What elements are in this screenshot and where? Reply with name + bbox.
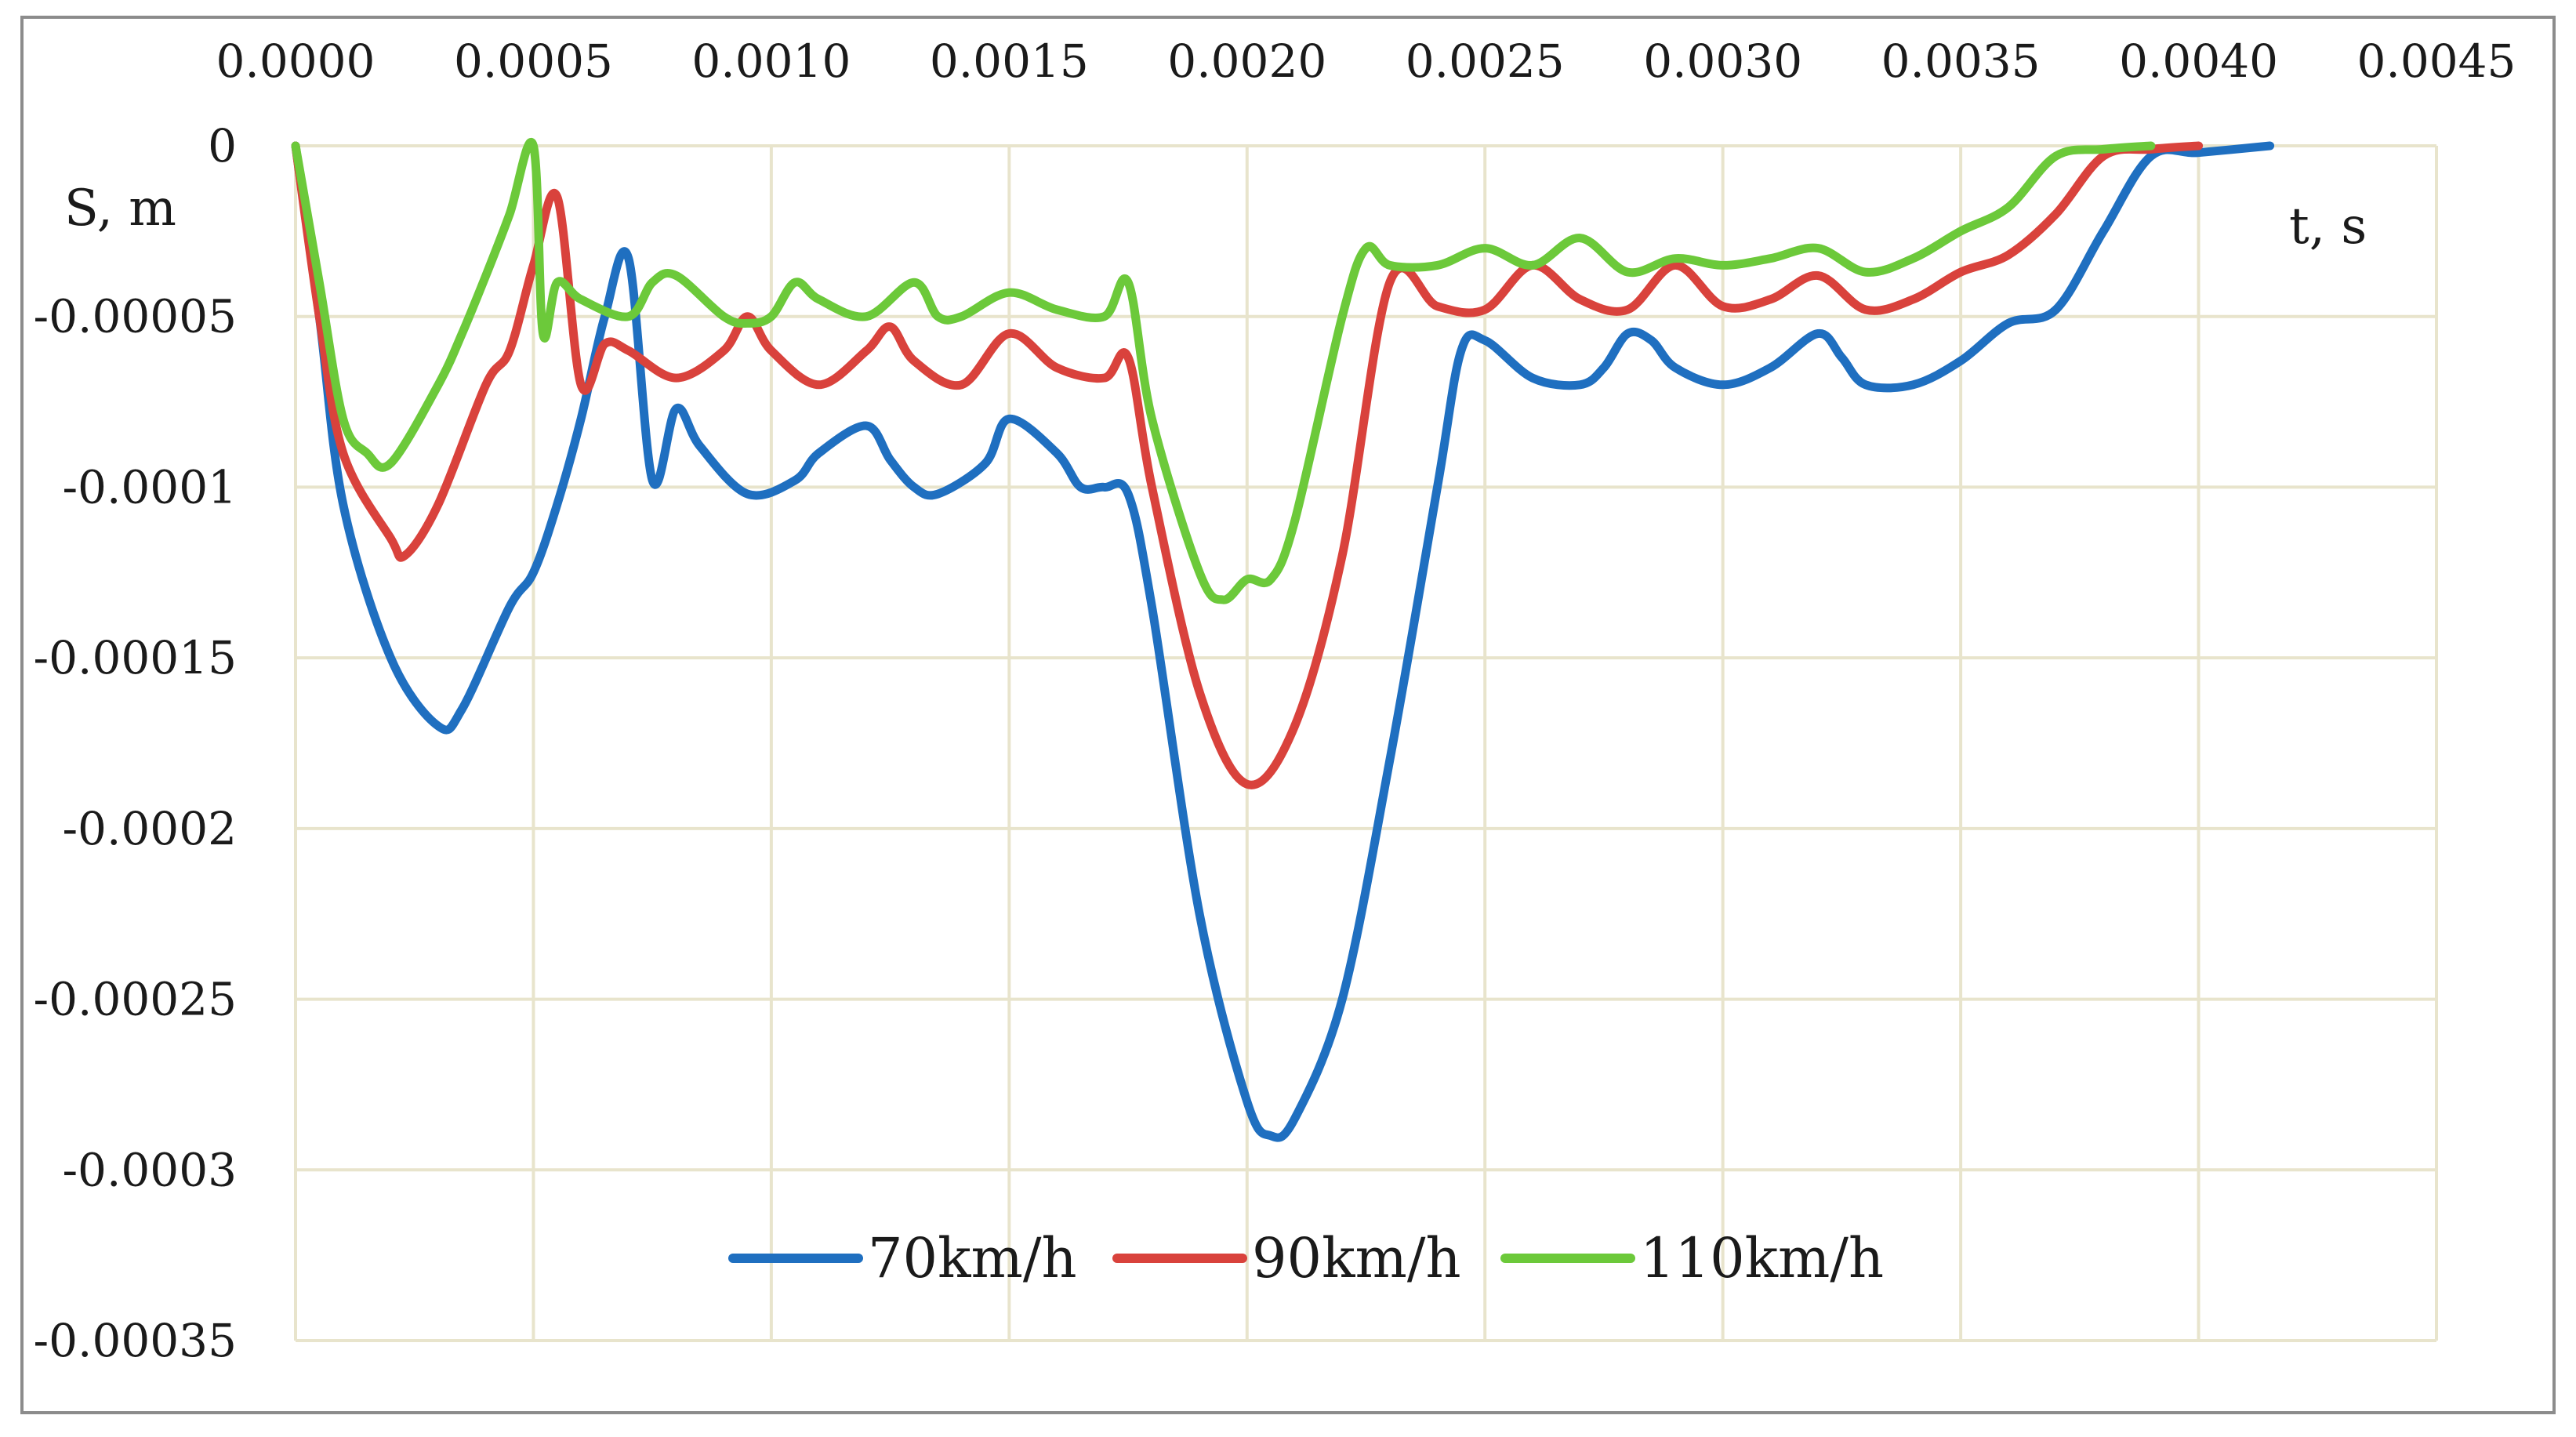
x-axis-label: t, s [2289, 198, 2367, 256]
y-tick-label: -0.0003 [62, 1143, 237, 1196]
x-tick-label: 0.0025 [1406, 34, 1565, 88]
y-tick-label: 0 [208, 119, 237, 172]
x-tick-label: 0.0040 [2119, 34, 2278, 88]
series-line-3 [291, 138, 2156, 604]
chart-border [20, 16, 2556, 1414]
y-axis-ticks: 0 -0.00005 -0.0001 -0.00015 -0.0002 -0.00025 -… [34, 119, 237, 1367]
y-tick-label: -0.00005 [34, 290, 237, 343]
x-tick-label: 0.0010 [691, 34, 851, 88]
y-tick-label: -0.00015 [34, 631, 237, 684]
x-tick-label: 0.0005 [454, 34, 613, 88]
y-tick-label: -0.0002 [62, 802, 237, 855]
legend: 70km/h 90km/h 110km/h [728, 1226, 1884, 1290]
series-lines [291, 138, 2275, 1142]
y-axis-label: S, m [64, 180, 176, 238]
x-tick-label: 0.0020 [1167, 34, 1326, 88]
series-line-2 [291, 141, 2204, 789]
legend-label: 70km/h [868, 1226, 1077, 1290]
x-axis-ticks: 0.0000 0.0005 0.0010 0.0015 0.0020 0.0025 0.00… [216, 34, 2516, 88]
x-tick-label: 0.0015 [930, 34, 1089, 88]
x-tick-label: 0.0045 [2357, 34, 2516, 88]
legend-label: 110km/h [1640, 1226, 1884, 1290]
y-tick-label: -0.00035 [34, 1314, 237, 1367]
y-tick-label: -0.00025 [34, 973, 237, 1026]
series-line-1 [291, 141, 2275, 1142]
x-tick-label: 0.0000 [216, 34, 376, 88]
x-tick-label: 0.0030 [1643, 34, 1802, 88]
legend-label: 90km/h [1252, 1226, 1461, 1290]
x-tick-label: 0.0035 [1881, 34, 2041, 88]
y-tick-label: -0.0001 [62, 460, 237, 513]
